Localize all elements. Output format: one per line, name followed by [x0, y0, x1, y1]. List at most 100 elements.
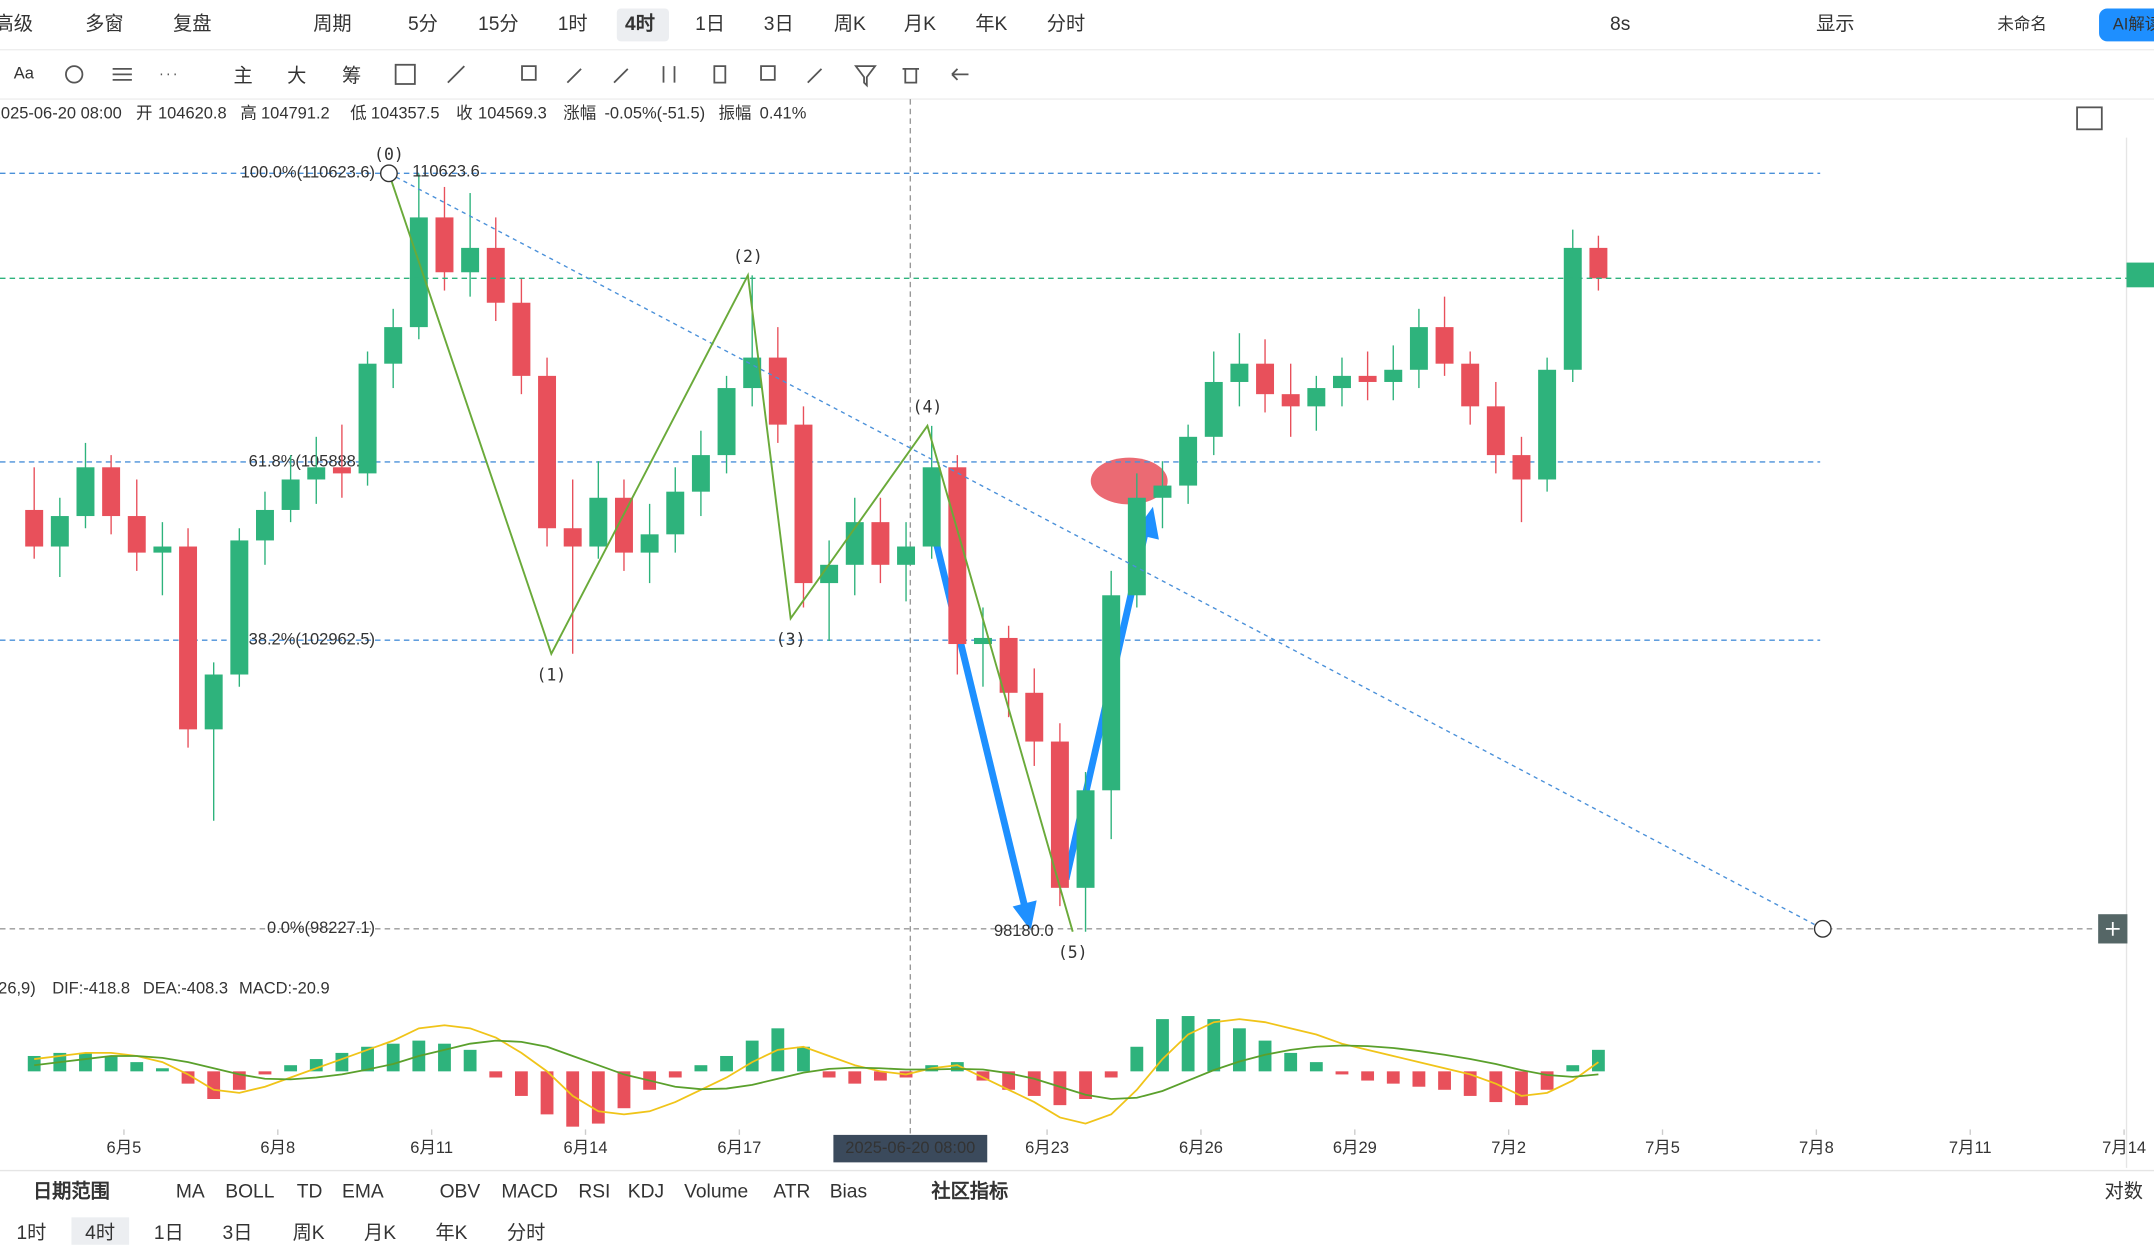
wave-label: (5)	[1058, 943, 1088, 962]
fib-label: 38.2%(102962.5)	[249, 631, 375, 649]
indicator-button[interactable]: MACD	[501, 1182, 558, 1203]
display-button[interactable]: 显示	[1816, 14, 1854, 35]
overlay-button[interactable]: 筹	[342, 65, 361, 87]
candle-body	[384, 327, 403, 364]
candle-body	[1358, 375, 1377, 382]
indicator-button[interactable]: BOLL	[225, 1182, 274, 1203]
wave-label: (3)	[776, 630, 806, 649]
x-tick-label: 6月5	[107, 1139, 142, 1157]
fib-label: 100.0%(110623.6)	[241, 164, 375, 182]
candle-body	[1281, 394, 1300, 407]
x-tick-label: 7月11	[1949, 1139, 1992, 1157]
macd-bar	[1591, 1049, 1605, 1072]
community-indicators[interactable]: 社区指标	[930, 1180, 1008, 1203]
highlight-ellipse	[1090, 457, 1168, 505]
macd-bar	[1566, 1065, 1580, 1072]
period-button[interactable]: 4时	[625, 13, 655, 35]
macd-bar	[1463, 1071, 1477, 1096]
period-button[interactable]: 分时	[507, 1222, 545, 1244]
candle-body	[102, 467, 121, 517]
candle-body	[1102, 595, 1121, 791]
period-button[interactable]: 周K	[293, 1223, 325, 1244]
candle-body	[794, 424, 813, 584]
indicator-button[interactable]: Volume	[684, 1182, 748, 1203]
refresh[interactable]: 8s	[1610, 14, 1630, 35]
wave-line	[388, 173, 1074, 932]
indicator-button[interactable]: MA	[176, 1182, 205, 1203]
period-button[interactable]: 1时	[558, 13, 588, 35]
period-button[interactable]: 4时	[85, 1222, 115, 1244]
font-tool[interactable]: Aa	[14, 65, 35, 83]
candle-body	[486, 247, 505, 303]
period-button[interactable]: 周K	[834, 14, 866, 35]
x-tick-label: 6月29	[1333, 1139, 1377, 1157]
candle-body	[1025, 692, 1044, 742]
overlay-button[interactable]: 主	[234, 65, 253, 87]
macd-bar	[1412, 1071, 1426, 1087]
macd-bar	[386, 1043, 400, 1072]
macd-bar	[566, 1071, 580, 1127]
period-button[interactable]: 5分	[408, 13, 438, 35]
indicator-button[interactable]: RSI	[578, 1182, 610, 1203]
active-period-bg	[71, 1217, 130, 1245]
x-tick-label: 7月5	[1645, 1139, 1680, 1157]
period-button[interactable]: 1日	[154, 1223, 184, 1244]
candle-body	[1486, 406, 1505, 456]
log-scale[interactable]: 对数	[2105, 1181, 2143, 1203]
indicator-button[interactable]: OBV	[440, 1182, 481, 1203]
period-button[interactable]: 月K	[904, 14, 936, 35]
candle-body	[1204, 381, 1223, 437]
menu-item[interactable]: 复盘	[173, 13, 211, 35]
candle-body	[461, 247, 480, 273]
indicator-button[interactable]: Bias	[830, 1182, 867, 1203]
period-button[interactable]: 15分	[478, 13, 519, 35]
period-button[interactable]: 1日	[695, 14, 725, 35]
wave-label: (2)	[733, 247, 763, 266]
macd-bar	[668, 1071, 682, 1078]
date-range[interactable]: 日期范围	[33, 1180, 110, 1203]
period-button[interactable]: 1时	[16, 1222, 46, 1244]
indicator-button[interactable]: KDJ	[628, 1182, 664, 1203]
candle-body	[640, 534, 659, 553]
candle-body	[1589, 247, 1608, 279]
macd-title: (12,26,9)	[0, 980, 36, 998]
macd-bar	[130, 1062, 144, 1072]
overlay-button[interactable]: 大	[287, 65, 306, 87]
ai-button-bg	[2099, 8, 2154, 42]
info-label: 高	[240, 105, 256, 123]
period-button[interactable]: 分时	[1047, 13, 1085, 35]
low-label: 98180.0	[994, 922, 1054, 940]
menu-item[interactable]: 多窗	[85, 13, 123, 35]
macd-bar	[976, 1071, 990, 1081]
workspace[interactable]: 未命名	[1997, 15, 2046, 33]
candle-body	[50, 516, 69, 547]
macd-bar	[1335, 1071, 1349, 1075]
menu-item[interactable]: 高级	[0, 13, 33, 35]
period-button[interactable]: 月K	[364, 1223, 396, 1244]
trend-handle	[1813, 919, 1832, 938]
info-label: 低	[350, 105, 366, 123]
macd-label: MACD:-20.9	[239, 980, 330, 998]
period-button[interactable]: 3日	[764, 14, 794, 35]
info-time: 2025-06-20 08:00	[0, 105, 122, 123]
candle-body	[1127, 497, 1146, 596]
indicator-button[interactable]: TD	[297, 1182, 323, 1203]
ai-button[interactable]: AI解读	[2113, 15, 2154, 33]
x-tick-label: 7月8	[1799, 1139, 1834, 1157]
candle-body	[204, 674, 223, 730]
x-tick-label: 6月26	[1179, 1139, 1223, 1157]
period-button[interactable]: 3日	[223, 1223, 253, 1244]
period-button[interactable]: 年K	[435, 1222, 467, 1244]
candle-body	[358, 363, 377, 474]
macd-bar	[1027, 1071, 1041, 1096]
info-label: 开	[136, 105, 152, 123]
candle-body	[768, 357, 787, 425]
period-button[interactable]: 年K	[975, 13, 1007, 35]
candle-body	[1461, 363, 1480, 407]
indicator-button[interactable]: ATR	[773, 1182, 810, 1203]
candle-body	[1409, 327, 1428, 370]
indicator-button[interactable]: EMA	[342, 1182, 384, 1203]
candle-body	[691, 455, 710, 492]
trendline	[388, 172, 1824, 930]
menu-item[interactable]: 周期	[313, 13, 351, 35]
